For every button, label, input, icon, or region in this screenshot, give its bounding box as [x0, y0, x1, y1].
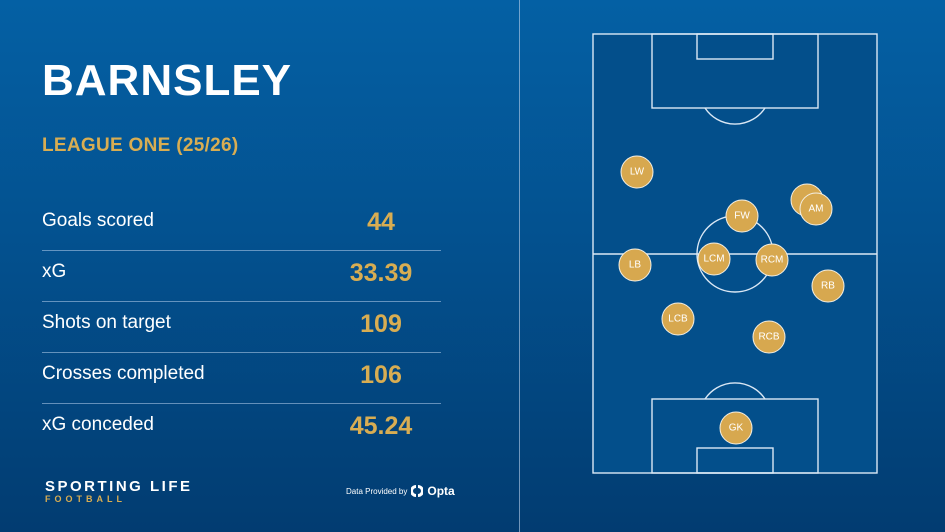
stat-label: xG conceded	[42, 414, 154, 435]
stat-row-xg: xG 33.39	[42, 251, 441, 302]
stat-label: Crosses completed	[42, 363, 205, 384]
sporting-life-logo: SPORTING LIFE FOOTBALL	[45, 479, 193, 504]
player-marker-lw: LW	[620, 155, 654, 189]
bottom-six-yard-box	[696, 447, 774, 474]
player-marker-am: AM	[799, 192, 833, 226]
player-marker-rb: RB	[811, 269, 845, 303]
player-marker-lb: LB	[618, 248, 652, 282]
stats-table: Goals scored 44 xG 33.39 Shots on target…	[42, 200, 441, 454]
competition-label: LEAGUE ONE (25/26)	[42, 135, 239, 156]
stat-value: 44	[367, 208, 395, 236]
brand-sub: FOOTBALL	[45, 494, 126, 504]
opta-logo-icon	[410, 484, 425, 498]
stat-value: 106	[360, 361, 402, 389]
stat-value: 45.24	[349, 412, 413, 440]
brand-main: SPORTING LIFE	[45, 478, 193, 495]
stat-value: 33.39	[349, 259, 413, 287]
credit-text: Data Provided by	[346, 486, 408, 496]
panel-divider	[519, 0, 520, 532]
player-marker-fw: FW	[725, 199, 759, 233]
stat-label: Goals scored	[42, 210, 154, 231]
top-six-yard-box	[696, 33, 774, 60]
player-marker-gk: GK	[719, 411, 753, 445]
player-marker-rcb: RCB	[752, 320, 786, 354]
stat-row-shots-on-target: Shots on target 109	[42, 302, 441, 353]
stat-label: xG	[42, 261, 67, 282]
stat-value: 109	[360, 310, 402, 338]
stat-row-goals-scored: Goals scored 44	[42, 200, 441, 251]
player-marker-lcm: LCM	[697, 242, 731, 276]
provider-name: Opta	[427, 484, 455, 498]
player-marker-lcb: LCB	[661, 302, 695, 336]
stats-panel: BARNSLEY LEAGUE ONE (25/26) Goals scored…	[42, 56, 455, 504]
player-marker-rcm: RCM	[755, 243, 789, 277]
top-penalty-arc	[704, 107, 766, 125]
bottom-penalty-arc	[704, 382, 766, 400]
stat-row-crosses-completed: Crosses completed 106	[42, 353, 441, 404]
stat-row-xg-conceded: xG conceded 45.24	[42, 404, 441, 454]
data-credit: Data Provided by Opta	[346, 484, 455, 498]
stat-label: Shots on target	[42, 312, 171, 333]
team-title: BARNSLEY	[42, 56, 293, 105]
